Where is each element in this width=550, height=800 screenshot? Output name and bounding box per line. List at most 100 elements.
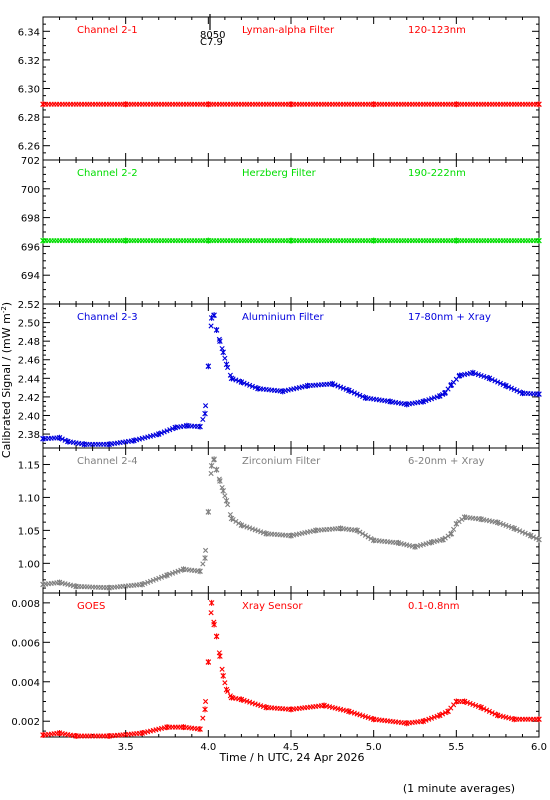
data-point xyxy=(332,382,338,388)
data-point xyxy=(81,441,88,448)
data-point xyxy=(211,456,217,463)
data-point xyxy=(202,547,209,553)
data-point xyxy=(450,526,457,532)
data-point xyxy=(514,527,520,533)
data-point xyxy=(448,381,455,388)
data-point xyxy=(492,711,498,717)
data-point xyxy=(337,525,344,532)
channel-label: Channel 2-1 xyxy=(77,25,138,36)
data-point xyxy=(442,710,448,716)
data-point xyxy=(503,522,509,529)
x-tick-label: 5.0 xyxy=(366,742,382,753)
data-point xyxy=(428,539,435,546)
data-point xyxy=(494,712,501,719)
data-point xyxy=(228,694,235,701)
data-point xyxy=(288,101,294,108)
y-tick-label: 0.004 xyxy=(11,678,40,689)
y-tick-label: 2.46 xyxy=(18,356,40,367)
data-point xyxy=(178,567,184,573)
data-point xyxy=(484,707,490,713)
data-point xyxy=(202,410,208,417)
data-point xyxy=(441,390,448,397)
data-point xyxy=(335,383,341,389)
data-point xyxy=(40,101,46,108)
panels-layer: 6.26 6.28 6.30 6.32 6.34 Channel 2-1 Lyman-alp… xyxy=(11,16,542,740)
panel-frame xyxy=(42,159,540,305)
data-point xyxy=(205,237,212,244)
y-tick-label: 6.26 xyxy=(18,142,40,153)
data-point xyxy=(426,716,432,722)
data-point xyxy=(208,323,214,329)
data-point xyxy=(172,424,179,431)
filter-label: Zirconium Filter xyxy=(242,456,321,467)
data-point xyxy=(238,696,245,703)
data-point xyxy=(360,531,366,537)
data-point xyxy=(497,380,504,386)
data-series xyxy=(40,101,542,108)
data-point xyxy=(169,426,176,432)
data-point xyxy=(213,633,220,640)
data-point xyxy=(481,706,487,712)
data-point xyxy=(164,572,170,579)
data-point xyxy=(475,703,481,710)
data-point xyxy=(461,514,468,521)
band-label: 17-80nm + Xray xyxy=(408,312,491,323)
data-point xyxy=(145,579,151,585)
data-point xyxy=(448,530,455,537)
panel-channel-2-3: 2.38 2.40 2.42 2.44 2.46 2.48 2.50 2.52 Channel … xyxy=(18,300,542,449)
data-point xyxy=(122,101,129,108)
data-point xyxy=(412,543,418,550)
data-point xyxy=(197,726,203,733)
data-point xyxy=(40,237,46,244)
data-point xyxy=(519,529,526,535)
data-point xyxy=(500,381,506,388)
filter-label: Xray Sensor xyxy=(242,601,303,612)
data-point xyxy=(329,380,336,387)
flare-id-label: 8050 xyxy=(200,30,225,41)
x-tick-label: 6.0 xyxy=(531,742,547,753)
data-point xyxy=(202,403,209,409)
data-point xyxy=(351,390,357,396)
data-point xyxy=(288,237,294,244)
y-tick-label: 1.15 xyxy=(18,460,40,471)
data-point xyxy=(467,700,473,707)
data-point xyxy=(489,376,495,383)
band-label: 120-123nm xyxy=(408,25,466,36)
data-point xyxy=(304,382,311,389)
filter-label: Herzberg Filter xyxy=(242,168,317,179)
data-point xyxy=(131,437,137,444)
data-point xyxy=(370,537,377,544)
data-point xyxy=(263,530,269,537)
data-point xyxy=(370,101,377,108)
y-tick-label: 0.002 xyxy=(11,717,40,728)
data-point xyxy=(536,536,542,543)
x-tick-label: 3.5 xyxy=(118,742,134,753)
data-point xyxy=(106,441,112,448)
data-point xyxy=(288,532,294,539)
y-tick-label: 696 xyxy=(21,242,40,253)
data-point xyxy=(420,718,427,725)
data-point xyxy=(354,391,360,397)
data-point xyxy=(172,569,178,575)
data-point xyxy=(486,375,493,382)
data-point xyxy=(508,385,515,391)
data-point xyxy=(223,686,230,693)
data-point xyxy=(527,532,534,539)
data-point xyxy=(500,521,506,528)
y-tick-label: 2.38 xyxy=(18,430,40,441)
data-point xyxy=(200,416,206,422)
data-point xyxy=(533,535,539,541)
data-point xyxy=(73,583,79,590)
data-point xyxy=(220,487,227,494)
filter-label: Lyman-alpha Filter xyxy=(242,25,335,36)
data-point xyxy=(370,716,377,723)
data-point xyxy=(288,706,294,713)
y-tick-label: 0.008 xyxy=(11,599,40,610)
data-point xyxy=(511,386,517,393)
data-point xyxy=(161,573,167,579)
data-point xyxy=(536,101,542,108)
data-point xyxy=(470,369,476,376)
data-point xyxy=(403,401,410,408)
data-point xyxy=(241,380,247,386)
data-point xyxy=(184,422,190,429)
